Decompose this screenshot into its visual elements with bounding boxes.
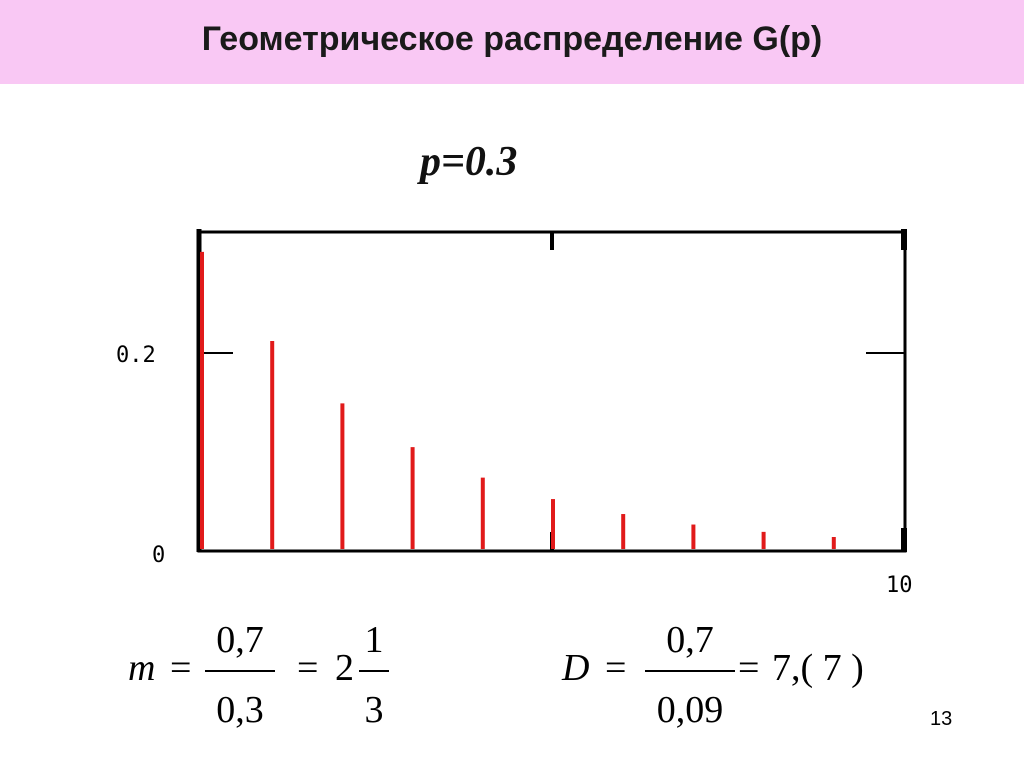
mean-fraction-line <box>205 670 275 672</box>
pmf-chart: 0 0.2 10 <box>116 229 913 598</box>
mean-frac-den: 3 <box>364 689 384 731</box>
variance-eq: = <box>605 647 627 689</box>
page-number: 13 <box>930 708 953 730</box>
param-label: p=0.3 <box>420 139 518 185</box>
mean-frac-line2 <box>359 670 389 672</box>
xtick-label-10: 10 <box>886 573 913 598</box>
mean-denominator: 0,3 <box>216 689 264 731</box>
variance-numerator: 0,7 <box>666 619 714 661</box>
variance-eq2: = <box>738 647 760 689</box>
slide-title: Геометрическое распределение G(p) <box>201 20 823 58</box>
title-band <box>0 0 1024 84</box>
mean-numerator: 0,7 <box>216 619 264 661</box>
variance-lhs: D <box>562 647 590 689</box>
variance-result: 7,( 7 ) <box>772 647 864 689</box>
variance-denominator: 0,09 <box>656 689 724 731</box>
mean-eq2: = <box>297 647 319 689</box>
mean-eq: = <box>170 647 192 689</box>
mean-frac-num: 1 <box>364 619 384 661</box>
ytick-label-0: 0 <box>152 543 165 568</box>
mean-lhs: m <box>128 647 156 689</box>
variance-fraction-line <box>645 670 735 672</box>
mean-whole: 2 <box>335 647 354 689</box>
ytick-label-0.2: 0.2 <box>116 343 156 368</box>
